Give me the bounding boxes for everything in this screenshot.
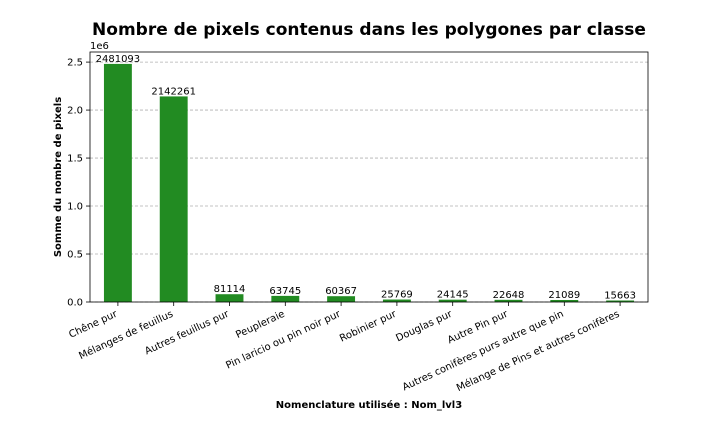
- bar-value-label: 81114: [214, 284, 246, 295]
- bar: [606, 300, 635, 302]
- y-axis-label: Somme du nombre de pixels: [53, 97, 64, 257]
- y-tick-label: 1.5: [67, 154, 83, 165]
- bar: [327, 296, 356, 302]
- bar-value-label: 15663: [604, 290, 636, 301]
- bar-value-label: 2142261: [151, 86, 196, 97]
- y-tick-label: 2.0: [67, 106, 83, 117]
- bar: [159, 96, 188, 302]
- bar-value-label: 21089: [548, 290, 580, 301]
- y-tick-label: 1.0: [67, 202, 83, 213]
- bar-value-label: 2481093: [96, 54, 141, 65]
- bar-value-label: 22648: [493, 290, 525, 301]
- y-axis-scale-label: 1e6: [90, 41, 109, 52]
- bar-value-label: 60367: [325, 286, 357, 297]
- x-axis-label: Nomenclature utilisée : Nom_lvl3: [276, 399, 462, 411]
- chart-title: Nombre de pixels contenus dans les polyg…: [92, 20, 646, 40]
- data-labels: 2481093 2142261 81114 63745 60367 25769 24145 2…: [96, 54, 636, 302]
- y-tick-label: 2.5: [67, 58, 83, 69]
- y-tick-label: 0.5: [67, 250, 83, 261]
- bar-value-label: 63745: [269, 286, 301, 297]
- bar: [382, 299, 411, 302]
- bar-value-label: 25769: [381, 290, 413, 301]
- x-tick-label: Douglas pur: [394, 308, 454, 344]
- bar: [103, 63, 132, 303]
- bar: [494, 299, 523, 302]
- x-tick-label: Robinier pur: [338, 308, 399, 344]
- bar-value-label: 24145: [437, 290, 469, 301]
- x-tick-label: Mélanges de feuillus: [77, 308, 175, 362]
- y-axis-ticks: 0.0 0.5 1.0 1.5 2.0 2.5: [67, 58, 90, 309]
- bar: [550, 299, 579, 302]
- bar: [438, 299, 467, 302]
- y-tick-label: 0.0: [67, 298, 83, 309]
- bar: [215, 294, 244, 302]
- bar: [271, 295, 300, 302]
- plot-frame: [89, 51, 649, 303]
- bars: [103, 63, 635, 303]
